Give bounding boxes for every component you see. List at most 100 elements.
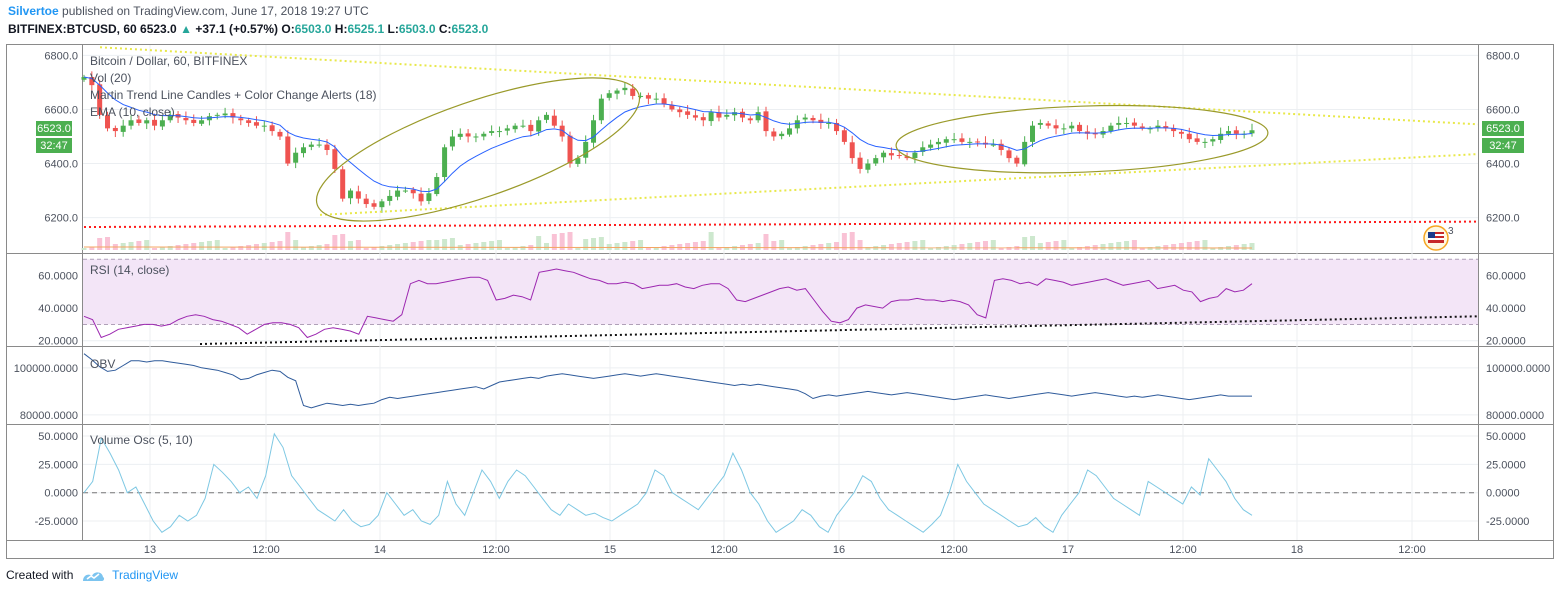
time-tick-label: 17 — [1062, 544, 1074, 556]
open-value: 6503.0 — [294, 22, 332, 36]
volume-bar — [536, 236, 542, 250]
candle-body — [935, 141, 941, 145]
time-tick-label: 15 — [604, 544, 616, 556]
volume-bar — [230, 247, 236, 250]
rsi-tick-right: 60.0000 — [1486, 271, 1526, 283]
candle-body — [332, 149, 338, 169]
candle-body — [465, 133, 471, 137]
ema-line — [83, 76, 1253, 193]
volume-bar — [747, 244, 753, 250]
candle-body — [998, 143, 1004, 150]
osc-tick-left: 25.0000 — [38, 459, 78, 471]
candle-body — [434, 177, 440, 195]
volume-bar — [1147, 247, 1153, 250]
candle-body — [1061, 128, 1067, 130]
candle-body — [293, 152, 299, 163]
volume-bar — [653, 247, 659, 250]
candle-body — [551, 115, 557, 126]
candle-body — [183, 117, 189, 121]
volume-osc-line — [83, 432, 1253, 534]
candle-body — [920, 147, 926, 152]
volume-bar — [81, 248, 87, 250]
candle-body — [645, 95, 651, 99]
candle-body — [567, 135, 573, 164]
close-value: 6523.0 — [451, 22, 489, 36]
volume-bar — [300, 247, 306, 250]
time-tick-label: 12:00 — [1169, 544, 1197, 556]
candle-body — [1030, 125, 1036, 142]
volume-bar — [402, 243, 408, 250]
trend-drawings — [83, 46, 1479, 345]
volume-bar — [1210, 248, 1216, 250]
volume-bar — [857, 240, 863, 250]
chart-canvas[interactable]: 13 12:00 14 12:00 15 12:00 16 12:00 17 12:00 18 12:… — [0, 0, 1560, 565]
candle-body — [1249, 130, 1255, 134]
volume-bar — [277, 241, 283, 250]
candle-body — [912, 152, 918, 159]
candle-body — [802, 117, 808, 120]
volume-bar — [144, 240, 150, 250]
volume-bar — [1194, 241, 1200, 250]
candle-body — [379, 201, 385, 208]
candle-body — [755, 112, 761, 121]
volume-bar — [975, 242, 981, 250]
candle-body — [873, 158, 879, 164]
volume-bar — [363, 248, 369, 250]
volume-bar — [826, 243, 832, 250]
publisher-link[interactable]: Silvertoe — [8, 4, 59, 18]
candle-body — [943, 139, 949, 143]
candle-body — [591, 120, 597, 143]
candle-body — [442, 147, 448, 178]
candle-body — [105, 115, 111, 129]
candle-body — [536, 120, 542, 132]
candle-body — [489, 131, 495, 133]
volume-bar — [904, 242, 910, 250]
volume-bar — [1241, 244, 1247, 250]
candle-body — [1069, 125, 1075, 129]
price-tick-left: 6400.0 — [44, 159, 78, 171]
rsi-tick-left: 40.0000 — [38, 303, 78, 315]
svg-text:6523.0: 6523.0 — [1486, 123, 1520, 135]
candle-body — [614, 90, 620, 94]
candle-body — [959, 138, 965, 142]
osc-tick-right: -25.0000 — [1486, 516, 1529, 528]
price-tick-right: 6400.0 — [1486, 159, 1520, 171]
candle-body — [1045, 123, 1051, 126]
time-tick-label: 12:00 — [940, 544, 968, 556]
volume-bar — [794, 247, 800, 250]
rsi-line — [83, 268, 1253, 339]
economic-event-icon[interactable]: 3 — [1423, 225, 1454, 251]
volume-bar — [787, 248, 793, 250]
right-price-badge: 6523.0 32:47 — [1482, 121, 1524, 153]
candle-body — [136, 119, 142, 123]
candle-body — [277, 131, 283, 137]
volume-bar — [332, 235, 338, 250]
volume-bar — [340, 234, 346, 250]
footer: Created with TradingView — [6, 568, 178, 583]
volume-bar — [818, 244, 824, 250]
osc-tick-right: 50.0000 — [1486, 431, 1526, 443]
candle-body — [559, 125, 565, 137]
volume-bar — [928, 248, 934, 250]
volume-bar — [410, 242, 416, 250]
volume-bar — [167, 246, 173, 250]
candle-body — [1163, 126, 1169, 129]
candle-body — [340, 169, 346, 199]
candle-body — [496, 131, 502, 133]
volume-bar — [1100, 244, 1106, 250]
candle-body — [144, 120, 150, 124]
candle-body — [1014, 157, 1020, 164]
candle-body — [1233, 130, 1239, 134]
tradingview-link[interactable]: TradingView — [112, 568, 179, 582]
candle-body — [230, 113, 236, 118]
volume-bar — [614, 243, 620, 250]
candle-body — [449, 136, 455, 147]
volume-bar — [285, 232, 291, 250]
volume-bar — [1077, 247, 1083, 250]
volume-bar — [685, 243, 691, 250]
candle-body — [716, 112, 722, 118]
candle-body — [348, 190, 354, 199]
volume-bar — [559, 233, 565, 250]
candle-body — [771, 131, 777, 137]
volume-bar — [849, 232, 855, 250]
